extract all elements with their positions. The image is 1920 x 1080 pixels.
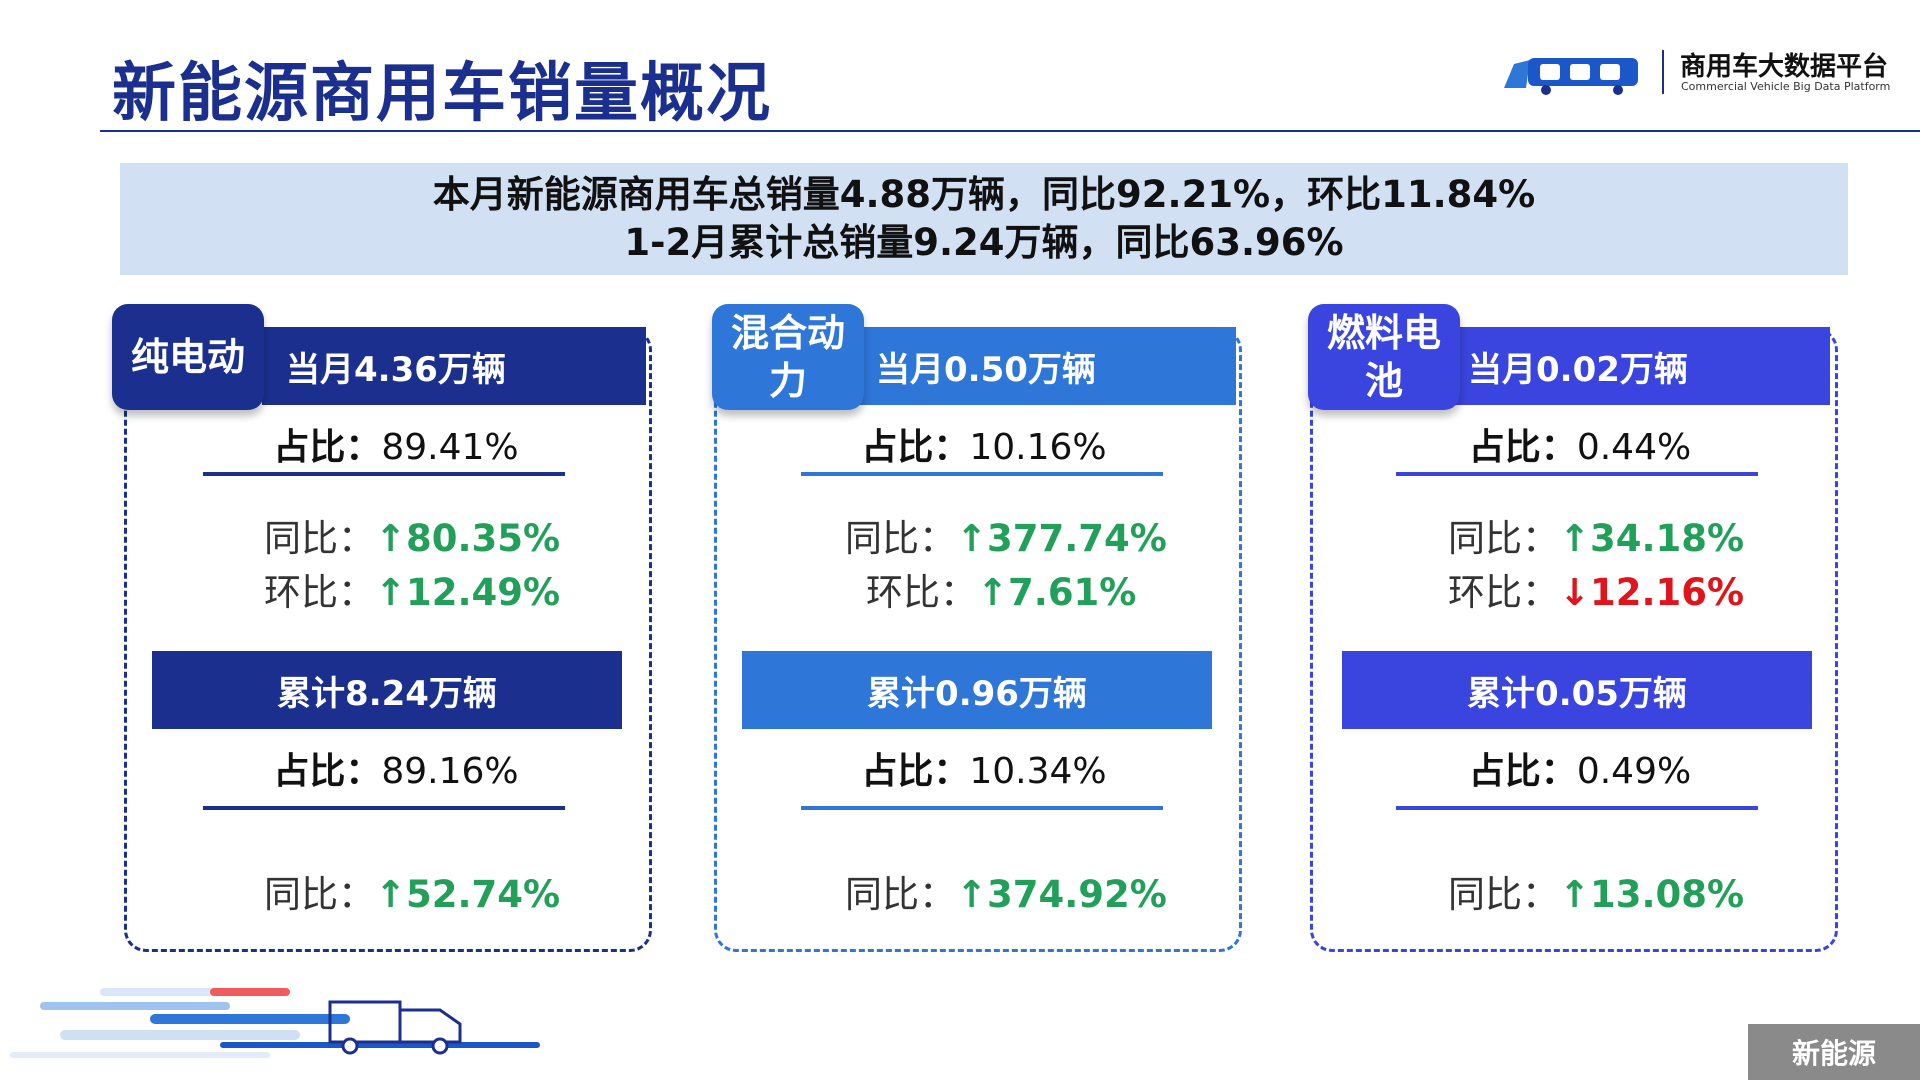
card-1-cum-share: 占比：89.16% xyxy=(273,751,519,792)
card-2-cum-yoy: 同比：↑374.92% xyxy=(845,873,1167,916)
card-1-mom: 环比：↑12.49% xyxy=(264,571,561,614)
logo-cn-text: 商用车大数据平台 xyxy=(1680,52,1889,82)
card-2-month-underline xyxy=(801,472,1163,476)
card-2-category-tag: 混合动力 xyxy=(712,304,864,410)
section-tag: 新能源 xyxy=(1748,1024,1920,1080)
logo-en-text: Commercial Vehicle Big Data Platform xyxy=(1681,80,1891,93)
card-3-yoy: 同比：↑34.18% xyxy=(1448,517,1745,560)
card-1-cumulative-band: 累计8.24万辆 xyxy=(152,651,622,729)
header-divider xyxy=(100,130,1920,132)
card-3-month-band: 当月0.02万辆 xyxy=(1446,327,1830,405)
card-1-category-tag: 纯电动 xyxy=(112,304,264,410)
card-1-month-underline xyxy=(203,472,565,476)
summary-line-1: 本月新能源商用车总销量4.88万辆，同比92.21%，环比11.84% xyxy=(432,173,1536,216)
card-2-month-share: 占比：10.16% xyxy=(861,427,1107,468)
summary-line-2: 1-2月累计总销量9.24万辆，同比63.96% xyxy=(624,221,1344,264)
card-3-cum-yoy: 同比：↑13.08% xyxy=(1448,873,1745,916)
card-1-month-share: 占比：89.41% xyxy=(273,427,519,468)
card-3-category-tag: 燃料电池 xyxy=(1308,304,1460,410)
card-2-month-band: 当月0.50万辆 xyxy=(854,327,1236,405)
logo-separator xyxy=(1662,50,1664,94)
card-3-month-share: 占比：0.44% xyxy=(1468,427,1692,468)
card-3-mom: 环比：↓12.16% xyxy=(1448,571,1745,614)
card-3-cum-share: 占比：0.49% xyxy=(1468,751,1692,792)
platform-logo: 商用车大数据平台 Commercial Vehicle Big Data Pla… xyxy=(1500,44,1892,100)
summary-box: 本月新能源商用车总销量4.88万辆，同比92.21%，环比11.84% 1-2月… xyxy=(120,163,1848,275)
truck-decoration-icon xyxy=(10,988,540,1058)
page-title: 新能源商用车销量概况 xyxy=(112,57,772,131)
card-2-cumulative-band: 累计0.96万辆 xyxy=(742,651,1212,729)
truck-logo-icon xyxy=(1504,58,1638,95)
card-3-cumulative-band: 累计0.05万辆 xyxy=(1342,651,1812,729)
card-1-cum-underline xyxy=(203,806,565,810)
card-2-cum-share: 占比：10.34% xyxy=(861,751,1107,792)
card-3-cum-underline xyxy=(1396,806,1758,810)
card-2-cum-underline xyxy=(801,806,1163,810)
card-2-yoy: 同比：↑377.74% xyxy=(845,517,1167,560)
card-3-month-underline xyxy=(1396,472,1758,476)
card-1-month-band: 当月4.36万辆 xyxy=(262,327,646,405)
card-1-yoy: 同比：↑80.35% xyxy=(264,517,561,560)
card-2-mom: 环比：↑7.61% xyxy=(866,571,1137,614)
card-1-cum-yoy: 同比：↑52.74% xyxy=(264,873,561,916)
